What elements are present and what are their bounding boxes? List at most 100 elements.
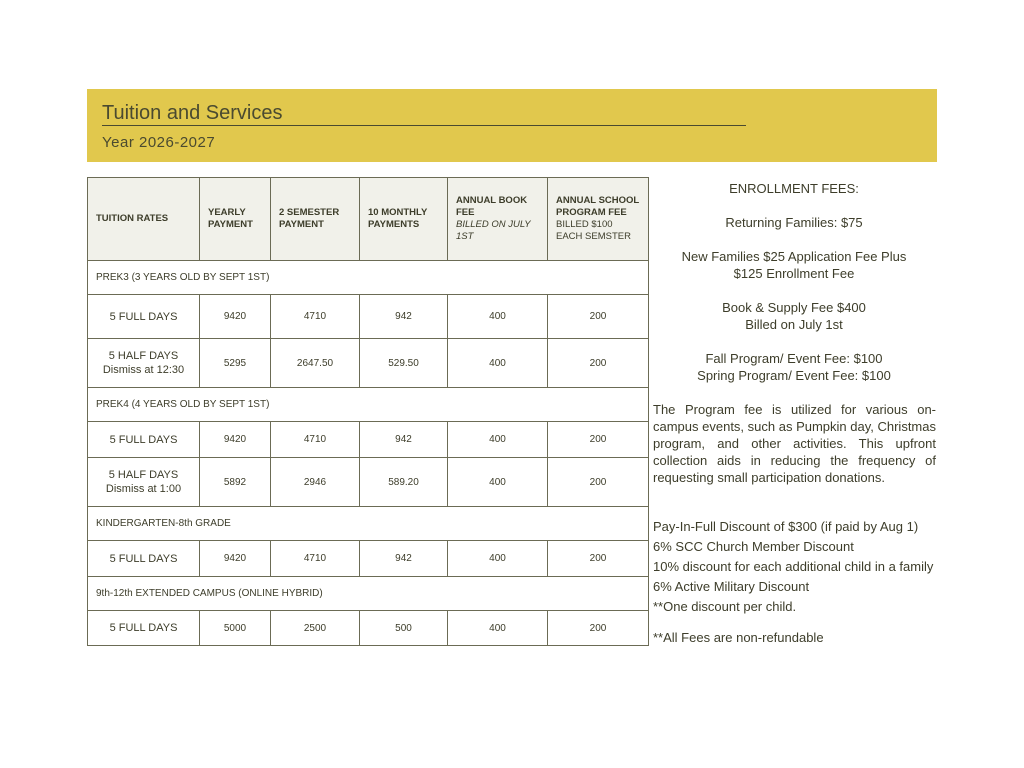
row-label-text: 5 HALF DAYS — [108, 350, 179, 362]
section-row: 9th-12th EXTENDED CAMPUS (ONLINE HYBRID) — [87, 576, 649, 611]
section-row: PREK3 (3 YEARS OLD BY SEPT 1ST) — [87, 260, 649, 295]
discount-line: **One discount per child. — [653, 599, 797, 614]
row-label-note: Dismiss at 1:00 — [105, 483, 182, 495]
discount-line: Pay-In-Full Discount of $300 (if paid by… — [653, 519, 919, 534]
row-label-text: 5 FULL DAYS — [109, 552, 178, 565]
data-row: 5 HALF DAYS Dismiss at 12:30 5295 2647.50 52… — [87, 338, 649, 388]
header-cell: YEARLY PAYMENT — [199, 177, 271, 261]
data-row: 5 FULL DAYS 5000 2500 500 400 200 — [87, 610, 649, 646]
cell-value: 400 — [447, 338, 548, 388]
fee-group: Returning Families: $75 — [649, 214, 939, 231]
fee-group: New Families $25 Application Fee Plus $12… — [649, 248, 939, 282]
header-cell: 2 SEMESTER PAYMENT — [270, 177, 360, 261]
program-fee-note: The Program fee is utilized for various … — [653, 402, 936, 485]
row-label-text: 5 FULL DAYS — [109, 310, 178, 323]
section-label: KINDERGARTEN-8th GRADE — [87, 506, 649, 541]
header-title: TUITION RATES — [96, 213, 169, 224]
title-rule — [102, 125, 746, 126]
header-cell: ANNUAL SCHOOL PROGRAM FEE BILLED $100 EAC… — [547, 177, 649, 261]
cell-value: 529.50 — [359, 338, 448, 388]
header-band: Tuition and Services Year 2026-2027 — [87, 89, 937, 162]
discounts: Pay-In-Full Discount of $300 (if paid by… — [653, 517, 933, 617]
cell-value: 5295 — [199, 338, 271, 388]
fee-line: Returning Families: $75 — [725, 215, 863, 230]
cell-value: 500 — [359, 610, 448, 646]
cell-value: 5000 — [199, 610, 271, 646]
header-cell: TUITION RATES — [87, 177, 200, 261]
cell-value: 400 — [447, 610, 548, 646]
fee-line: $125 Enrollment Fee — [733, 266, 855, 281]
fee-group: Book & Supply Fee $400 Billed on July 1st — [649, 299, 939, 333]
cell-value: 400 — [447, 421, 548, 458]
fee-group: Fall Program/ Event Fee: $100 Spring Prog… — [649, 350, 939, 384]
cell-value: 400 — [447, 457, 548, 507]
cell-value: 4710 — [270, 294, 360, 339]
cell-value: 2647.50 — [270, 338, 360, 388]
fee-line: Book & Supply Fee $400 — [722, 300, 866, 315]
row-label: 5 FULL DAYS — [87, 610, 200, 646]
discount-line: 6% SCC Church Member Discount — [653, 539, 854, 554]
cell-value: 942 — [359, 540, 448, 577]
cell-value: 4710 — [270, 421, 360, 458]
section-label: PREK3 (3 YEARS OLD BY SEPT 1ST) — [87, 260, 649, 295]
header-title: ANNUAL SCHOOL PROGRAM FEE — [556, 195, 640, 218]
header-title: 10 MONTHLY PAYMENTS — [368, 207, 428, 230]
header-note: BILLED $100 EACH SEMSTER — [556, 219, 631, 242]
discount-line: 10% discount for each additional child i… — [653, 559, 934, 574]
row-label-note: Dismiss at 12:30 — [102, 364, 185, 376]
row-label-text: 5 FULL DAYS — [109, 622, 178, 634]
row-label: 5 FULL DAYS — [87, 540, 200, 577]
header-row: TUITION RATES YEARLY PAYMENT 2 SEMESTER PA… — [87, 177, 649, 261]
row-label-text: 5 HALF DAYS — [108, 469, 179, 481]
data-row: 5 FULL DAYS 9420 4710 942 400 200 — [87, 294, 649, 339]
cell-value: 4710 — [270, 540, 360, 577]
cell-value: 5892 — [199, 457, 271, 507]
cell-value: 942 — [359, 294, 448, 339]
fee-line: Spring Program/ Event Fee: $100 — [697, 368, 891, 383]
footnote: **All Fees are non-refundable — [653, 630, 824, 645]
data-row: 5 HALF DAYS Dismiss at 1:00 5892 2946 589.20… — [87, 457, 649, 507]
cell-value: 589.20 — [359, 457, 448, 507]
header-title: YEARLY PAYMENT — [208, 207, 253, 230]
discount-line: 6% Active Military Discount — [653, 579, 810, 594]
header-cell: 10 MONTHLY PAYMENTS — [359, 177, 448, 261]
cell-value: 200 — [547, 338, 649, 388]
data-row: 5 FULL DAYS 9420 4710 942 400 200 — [87, 540, 649, 577]
header-title: ANNUAL BOOK FEE — [456, 195, 528, 218]
fee-line: New Families $25 Application Fee Plus — [681, 249, 907, 264]
row-label: 5 HALF DAYS Dismiss at 12:30 — [87, 338, 200, 388]
data-row: 5 FULL DAYS 9420 4710 942 400 200 — [87, 421, 649, 458]
cell-value: 200 — [547, 457, 649, 507]
row-label-text: 5 FULL DAYS — [109, 433, 178, 446]
cell-value: 942 — [359, 421, 448, 458]
section-label: PREK4 (4 YEARS OLD BY SEPT 1ST) — [87, 387, 649, 422]
enrollment-fees: ENROLLMENT FEES: Returning Families: $75… — [649, 180, 939, 384]
cell-value: 2946 — [270, 457, 360, 507]
subtitle: Year 2026-2027 — [102, 134, 216, 151]
cell-value: 9420 — [199, 294, 271, 339]
header-cell: ANNUAL BOOK FEE BILLED ON JULY 1ST — [447, 177, 548, 261]
cell-value: 200 — [547, 421, 649, 458]
enrollment-title: ENROLLMENT FEES: — [729, 181, 859, 196]
cell-value: 9420 — [199, 540, 271, 577]
section-row: PREK4 (4 YEARS OLD BY SEPT 1ST) — [87, 387, 649, 422]
cell-value: 9420 — [199, 421, 271, 458]
fee-line: Fall Program/ Event Fee: $100 — [705, 351, 883, 366]
cell-value: 200 — [547, 294, 649, 339]
row-label: 5 HALF DAYS Dismiss at 1:00 — [87, 457, 200, 507]
row-label: 5 FULL DAYS — [87, 421, 200, 458]
section-row: KINDERGARTEN-8th GRADE — [87, 506, 649, 541]
fee-line: Billed on July 1st — [745, 317, 843, 332]
row-label: 5 FULL DAYS — [87, 294, 200, 339]
cell-value: 400 — [447, 540, 548, 577]
section-label: 9th-12th EXTENDED CAMPUS (ONLINE HYBRID) — [87, 576, 649, 611]
cell-value: 2500 — [270, 610, 360, 646]
header-note: BILLED ON JULY 1ST — [456, 219, 531, 242]
header-title: 2 SEMESTER PAYMENT — [279, 207, 340, 230]
cell-value: 200 — [547, 610, 649, 646]
cell-value: 200 — [547, 540, 649, 577]
cell-value: 400 — [447, 294, 548, 339]
title: Tuition and Services — [102, 102, 283, 124]
tuition-table: TUITION RATES YEARLY PAYMENT 2 SEMESTER PA… — [87, 177, 649, 646]
